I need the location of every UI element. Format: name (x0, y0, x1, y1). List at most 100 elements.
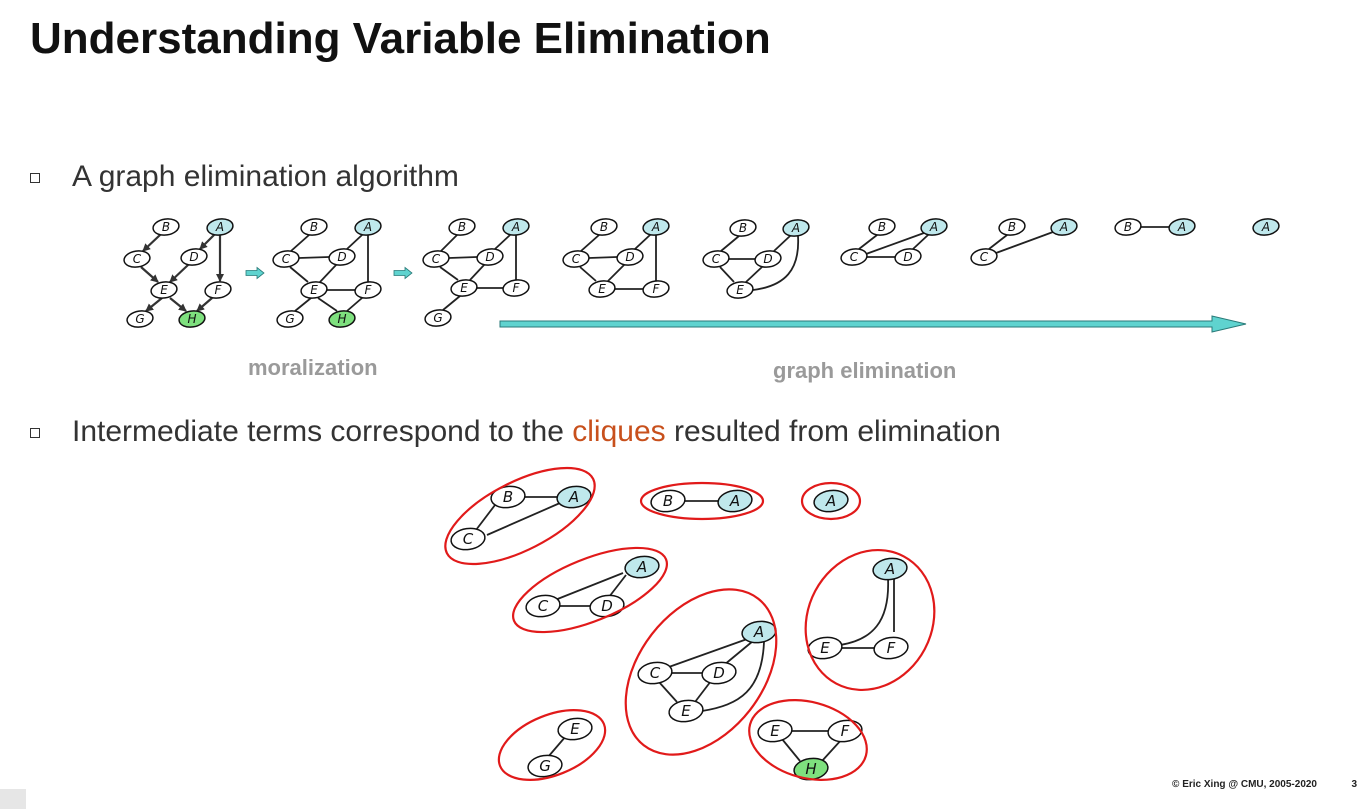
node-label-b: B (1124, 220, 1132, 234)
node-b (1114, 218, 1142, 236)
node-label-d: D (713, 664, 725, 682)
node-h (328, 310, 356, 328)
node-a (1050, 218, 1078, 236)
node-label-e: E (310, 283, 318, 297)
graph-edge (346, 297, 363, 312)
node-h (178, 310, 206, 328)
node-c (422, 250, 450, 268)
node-c (702, 250, 730, 268)
graph-edge (547, 735, 567, 758)
node-label-b: B (458, 220, 466, 234)
elimination-arrow-icon (499, 315, 1247, 333)
graph-edge (821, 738, 843, 762)
node-f (354, 281, 382, 299)
graph-edge (494, 234, 511, 250)
node-label-b: B (1008, 220, 1016, 234)
node-label-h: H (187, 312, 196, 326)
graph-edge (608, 574, 627, 598)
node-label-d: D (337, 250, 346, 264)
directed-edge (169, 264, 189, 283)
graph-edge (719, 266, 735, 283)
graph-edge (486, 502, 561, 536)
node-a (556, 485, 592, 509)
graph-edge (723, 640, 754, 666)
node-label-g: G (285, 312, 294, 326)
node-a (717, 489, 753, 513)
node-label-c: C (712, 252, 721, 266)
node-label-c: C (650, 664, 661, 682)
clique-aef (804, 548, 936, 692)
step-arrow-icon (393, 266, 413, 280)
node-g (126, 310, 154, 328)
clique-a (800, 481, 862, 521)
graph-edge (995, 231, 1054, 254)
node-d (328, 248, 356, 266)
node-b (729, 219, 757, 237)
node-b (448, 218, 476, 236)
node-label-a: A (1261, 220, 1270, 234)
node-label-a: A (929, 220, 938, 234)
node-label-b: B (739, 221, 747, 235)
node-a (1168, 218, 1196, 236)
graph-edge (442, 295, 461, 311)
node-e (300, 281, 328, 299)
graph-edge (658, 681, 678, 703)
directed-edge (142, 234, 161, 252)
graph-edge (988, 234, 1008, 250)
graph-edge (298, 256, 330, 259)
node-a (642, 218, 670, 236)
directed-edge (196, 297, 213, 312)
node-label-d: D (485, 250, 494, 264)
node-label-c: C (538, 597, 549, 615)
node-label-c: C (980, 250, 989, 264)
node-e (588, 280, 616, 298)
clique-acde (624, 588, 778, 756)
node-c (562, 250, 590, 268)
node-a (782, 219, 810, 237)
node-label-g: G (539, 757, 551, 775)
node-label-h: H (805, 760, 816, 778)
node-label-h: H (337, 312, 346, 326)
node-label-a: A (884, 560, 895, 578)
node-f (873, 636, 909, 660)
node-label-d: D (625, 250, 634, 264)
moralization-caption: moralization (248, 355, 378, 380)
node-label-e: E (160, 283, 168, 297)
node-label-d: D (763, 252, 772, 266)
node-a (872, 557, 908, 581)
node-b (590, 218, 618, 236)
directed-edge (145, 297, 163, 312)
node-label-f: F (215, 283, 223, 297)
highlight-cliques: cliques (572, 415, 666, 448)
node-c (450, 527, 486, 551)
graph-edge (579, 266, 597, 282)
graph-edge (665, 637, 751, 669)
graph-edge (317, 297, 338, 312)
bullet-text: A graph elimination algorithm (72, 160, 459, 193)
node-label-f: F (887, 639, 896, 657)
step-arrow-icon (245, 266, 265, 280)
node-label-b: B (878, 220, 886, 234)
node-label-a: A (511, 220, 520, 234)
directed-edge (140, 266, 159, 283)
node-f (502, 279, 530, 297)
clique-acd (511, 546, 669, 634)
node-e (450, 279, 478, 297)
node-label-c: C (282, 252, 291, 266)
page-title: Understanding Variable Elimination (30, 14, 771, 63)
graph-edge (294, 297, 312, 312)
node-c (123, 250, 151, 268)
node-c (272, 250, 300, 268)
node-c (637, 661, 673, 685)
node-c (525, 594, 561, 618)
bullet-text: resulted from elimination (665, 415, 1001, 448)
graph-edge (607, 264, 625, 282)
bullet-cliques: Intermediate terms correspond to the cli… (30, 415, 1001, 449)
graph-edge (580, 234, 600, 252)
node-a (920, 218, 948, 236)
node-e (150, 281, 178, 299)
graph-edge (694, 680, 712, 703)
node-label-e: E (736, 283, 744, 297)
node-label-a: A (729, 492, 740, 510)
node-g (276, 310, 304, 328)
